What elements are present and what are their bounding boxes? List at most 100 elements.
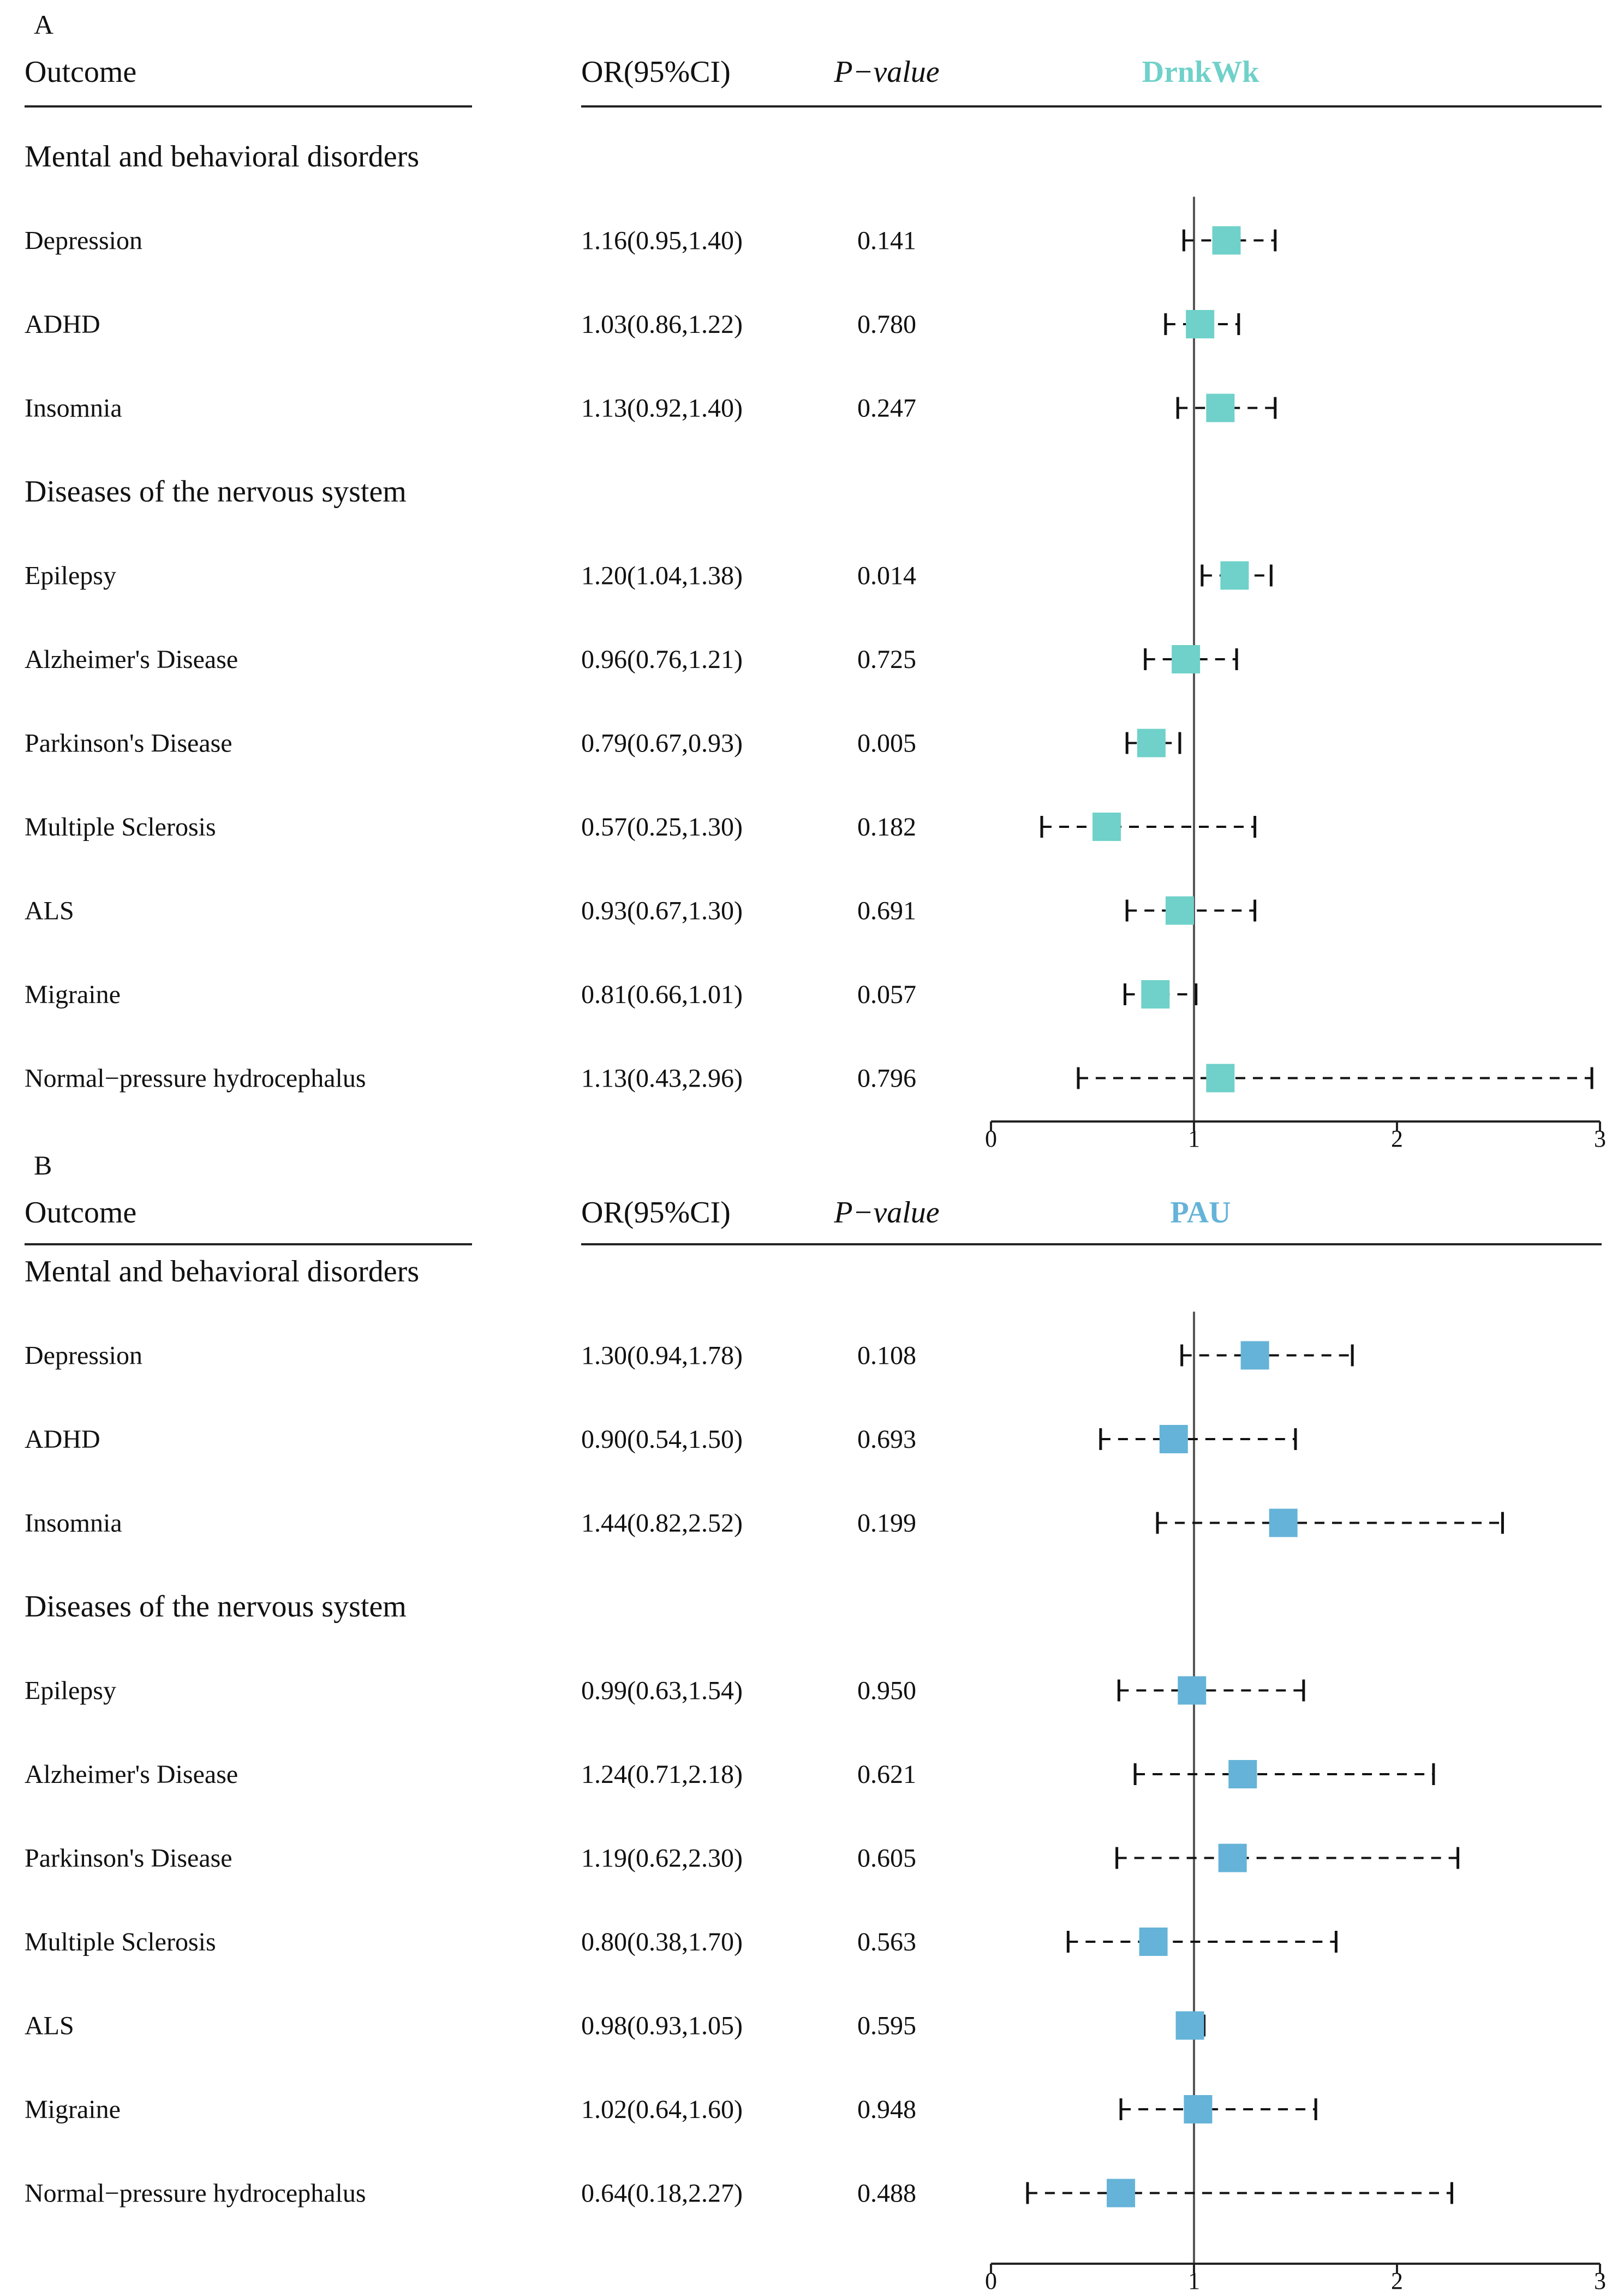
outcome-label: Epilepsy: [25, 1677, 116, 1705]
or-ci-value: 0.80(0.38,1.70): [581, 1928, 743, 1956]
p-value: 0.950: [857, 1677, 916, 1705]
or-ci-value: 0.57(0.25,1.30): [581, 813, 743, 842]
p-value: 0.247: [857, 394, 916, 423]
table-row: Insomnia 1.13(0.92,1.40) 0.247: [25, 393, 1277, 423]
point-estimate: [1178, 1676, 1207, 1705]
point-estimate: [1139, 1928, 1168, 1956]
category-label: Diseases of the nervous system: [25, 1590, 407, 1624]
p-value: 0.595: [857, 2012, 916, 2041]
p-value: 0.948: [857, 2095, 916, 2124]
x-axis: 0 1 2 3: [985, 2263, 1606, 2291]
or-ci-value: 0.99(0.63,1.54): [581, 1677, 743, 1705]
table-row: Multiple Sclerosis 0.80(0.38,1.70) 0.563: [25, 1928, 1338, 1956]
header-exposure: PAU: [1171, 1196, 1231, 1230]
point-estimate: [1269, 1508, 1298, 1537]
outcome-label: ALS: [25, 2012, 74, 2041]
p-value: 0.796: [857, 1064, 916, 1093]
x-tick-label: 0: [985, 1125, 997, 1152]
table-row: Depression 1.30(0.94,1.78) 0.108: [25, 1341, 1354, 1370]
panel-a: A Outcome OR(95%CI) P−value DrnkWk Mental and…: [25, 9, 1606, 1152]
p-value: 0.108: [857, 1341, 916, 1370]
outcome-label: Depression: [25, 1341, 142, 1370]
or-ci-value: 0.64(0.18,2.27): [581, 2179, 743, 2208]
point-estimate: [1240, 1341, 1269, 1370]
p-value: 0.141: [857, 226, 916, 255]
or-ci-value: 1.24(0.71,2.18): [581, 1760, 743, 1789]
p-value: 0.563: [857, 1928, 916, 1956]
table-row: ADHD 1.03(0.86,1.22) 0.780: [25, 310, 1240, 339]
outcome-label: Insomnia: [25, 394, 122, 423]
outcome-label: Alzheimer's Disease: [25, 1760, 238, 1789]
or-ci-value: 1.20(1.04,1.38): [581, 562, 743, 590]
outcome-label: Parkinson's Disease: [25, 1844, 232, 1873]
table-row: Insomnia 1.44(0.82,2.52) 0.199: [25, 1508, 1504, 1538]
table-row: ADHD 0.90(0.54,1.50) 0.693: [25, 1425, 1297, 1454]
outcome-label: ADHD: [25, 310, 100, 339]
category-label: Mental and behavioral disorders: [25, 1255, 419, 1288]
point-estimate: [1141, 980, 1170, 1009]
or-ci-value: 1.13(0.43,2.96): [581, 1064, 743, 1093]
point-estimate: [1107, 2179, 1136, 2208]
outcome-label: Multiple Sclerosis: [25, 813, 216, 842]
header-or-ci: OR(95%CI): [581, 1196, 731, 1230]
panel-b: B Outcome OR(95%CI) P−value PAU Mental and be…: [25, 1150, 1606, 2291]
or-ci-value: 0.81(0.66,1.01): [581, 980, 743, 1009]
table-row: Epilepsy 1.20(1.04,1.38) 0.014: [25, 561, 1273, 590]
or-ci-value: 0.96(0.76,1.21): [581, 645, 743, 674]
table-row: Depression 1.16(0.95,1.40) 0.141: [25, 226, 1277, 255]
header-p-value: P−value: [833, 1196, 939, 1230]
or-ci-value: 1.19(0.62,2.30): [581, 1844, 743, 1873]
p-value: 0.057: [857, 980, 916, 1009]
table-row: ALS 0.98(0.93,1.05) 0.595: [25, 2011, 1206, 2041]
table-row: Migraine 1.02(0.64,1.60) 0.948: [25, 2095, 1317, 2124]
outcome-label: Parkinson's Disease: [25, 729, 232, 758]
panel-label: A: [34, 9, 53, 40]
p-value: 0.488: [857, 2179, 916, 2208]
outcome-label: Insomnia: [25, 1509, 122, 1538]
x-tick-label: 2: [1391, 2268, 1403, 2291]
outcome-label: Migraine: [25, 2095, 121, 2124]
category-label: Mental and behavioral disorders: [25, 140, 419, 174]
or-ci-value: 1.30(0.94,1.78): [581, 1341, 743, 1370]
x-tick-label: 3: [1594, 2268, 1606, 2291]
table-row: Alzheimer's Disease 0.96(0.76,1.21) 0.725: [25, 645, 1238, 674]
p-value: 0.621: [857, 1760, 916, 1789]
point-estimate: [1159, 1425, 1188, 1453]
p-value: 0.605: [857, 1844, 916, 1873]
outcome-label: Alzheimer's Disease: [25, 645, 238, 674]
panel-label: B: [34, 1150, 52, 1180]
outcome-label: ALS: [25, 897, 74, 926]
point-estimate: [1175, 2011, 1204, 2040]
x-tick-label: 3: [1594, 1125, 1606, 1152]
header-or-ci: OR(95%CI): [581, 55, 731, 89]
header-outcome: Outcome: [25, 1196, 136, 1230]
outcome-label: Normal−pressure hydrocephalus: [25, 1064, 366, 1093]
point-estimate: [1206, 1064, 1235, 1093]
point-estimate: [1206, 393, 1235, 422]
x-tick-label: 1: [1188, 2268, 1200, 2291]
table-row: Normal−pressure hydrocephalus 0.64(0.18,2…: [25, 2179, 1453, 2208]
outcome-label: Depression: [25, 226, 142, 255]
or-ci-value: 1.13(0.92,1.40): [581, 394, 743, 423]
or-ci-value: 0.90(0.54,1.50): [581, 1425, 743, 1454]
or-ci-value: 0.98(0.93,1.05): [581, 2012, 743, 2041]
point-estimate: [1186, 310, 1215, 338]
p-value: 0.014: [857, 562, 916, 590]
header-p-value: P−value: [833, 55, 939, 89]
point-estimate: [1092, 813, 1121, 841]
point-estimate: [1218, 1843, 1247, 1872]
p-value: 0.780: [857, 310, 916, 339]
x-tick-label: 0: [985, 2268, 997, 2291]
or-ci-value: 1.02(0.64,1.60): [581, 2095, 743, 2124]
or-ci-value: 0.93(0.67,1.30): [581, 897, 743, 926]
p-value: 0.691: [857, 897, 916, 926]
point-estimate: [1220, 561, 1249, 590]
header-outcome: Outcome: [25, 55, 136, 89]
x-axis: 0 1 2 3: [985, 1120, 1606, 1152]
outcome-label: Multiple Sclerosis: [25, 1928, 216, 1956]
point-estimate: [1212, 226, 1241, 255]
or-ci-value: 1.44(0.82,2.52): [581, 1509, 743, 1538]
table-row: Parkinson's Disease 1.19(0.62,2.30) 0.605: [25, 1843, 1460, 1873]
table-row: Normal−pressure hydrocephalus 1.13(0.43,2…: [25, 1064, 1593, 1093]
